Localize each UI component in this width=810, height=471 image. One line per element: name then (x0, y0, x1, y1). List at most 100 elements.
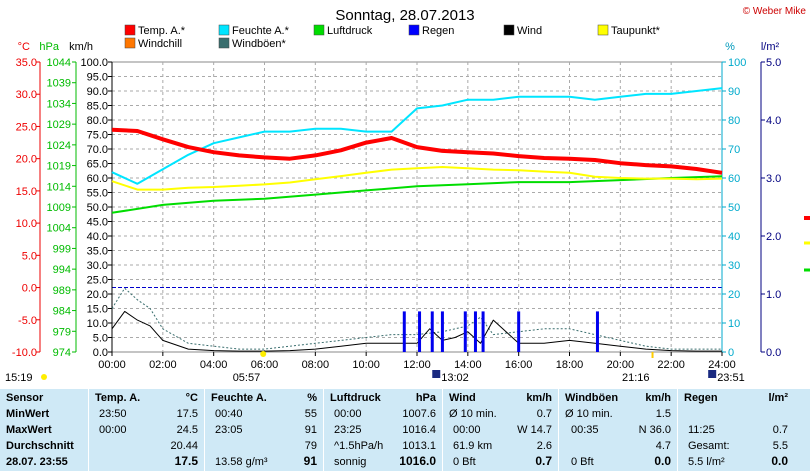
wind_kmh-tick-label: 85.0 (87, 101, 108, 113)
x-tick-label: 24:00 (708, 359, 736, 371)
humidity_pct-tick-label: 30 (728, 260, 740, 272)
gust-header: Windböen (565, 392, 619, 404)
temperature_c-tick-label: 15.0 (16, 186, 37, 198)
legend-label-1: Feuchte A.* (232, 25, 290, 37)
pressure-min-value: 1007.6 (402, 408, 436, 420)
temp-current-value: 17.5 (174, 454, 198, 468)
legend-label-2: Luftdruck (327, 25, 373, 37)
gust-avg-value: 4.7 (655, 440, 671, 452)
temp-unit: °C (185, 392, 198, 404)
rain_lm2-tick-label: 4.0 (766, 115, 781, 127)
sunset-time: 21:16 (622, 372, 650, 384)
legend-swatch-0 (124, 24, 136, 36)
humidity-min-value: 55 (304, 408, 317, 420)
gust-min-value: 1.5 (655, 408, 671, 420)
pressure_hpa-tick-label: 989 (53, 285, 71, 297)
pressure-unit: hPa (415, 392, 436, 404)
summary-table: Sensor MinWert MaxWert Durchschnitt 28.0… (0, 389, 810, 471)
temperature_c-tick-label: 30.0 (16, 89, 37, 101)
wind_kmh-tick-label: 0.0 (93, 347, 108, 359)
series-line-wind (111, 310, 722, 352)
humidity-min-time: 00:40 (215, 408, 243, 420)
pressure_hpa-tick-label: 1044 (47, 57, 71, 69)
rain-max-time: 11:25 (688, 424, 715, 436)
humidity-header: Feuchte A. (211, 392, 267, 404)
rain_lm2-tick-label: 3.0 (766, 173, 781, 185)
series-line-taupunkt (111, 166, 723, 191)
legend-swatch-4 (503, 24, 515, 36)
rain-bar (402, 311, 406, 352)
humidity-unit: % (307, 392, 317, 404)
wind_kmh-tick-label: 25.0 (87, 275, 108, 287)
legend-swatch-3 (408, 24, 420, 36)
wind_kmh-tick-label: 45.0 (87, 217, 108, 229)
row-label-current: 28.07. 23:55 (6, 456, 68, 468)
wind-max-time: 00:00 (453, 424, 481, 436)
legend-label-6: Windchill (138, 38, 182, 50)
pressure-current-value: 1016.0 (399, 454, 436, 468)
temperature_c-tick-label: 25.0 (16, 121, 37, 133)
kmh-unit-label: km/h (69, 41, 93, 53)
lm2-unit-label: l/m² (761, 41, 780, 53)
temp-min-time: 23:50 (99, 408, 127, 420)
gust-min-label: Ø 10 min. (565, 408, 613, 420)
wind_kmh-tick-label: 40.0 (87, 231, 108, 243)
humidity_pct-tick-label: 90 (728, 86, 740, 98)
wind-avg-value: 2.6 (536, 440, 552, 452)
pressure-column: Luftdruck hPa 00:00 1007.6 23:25 1016.4 … (324, 389, 443, 471)
legend-swatch-5 (597, 24, 609, 36)
rain-bar (595, 311, 599, 352)
rain-bar (473, 311, 477, 352)
abs-humidity: 13.58 g/m³ (215, 456, 268, 468)
time-marker-label: 13:02 (441, 372, 469, 384)
legend-swatch-2 (313, 24, 325, 36)
sensor-header: Sensor (6, 392, 44, 404)
x-tick-label: 16:00 (505, 359, 533, 371)
rain-sum: 5.5 l/m² (688, 456, 725, 468)
flag-icon (432, 370, 441, 378)
copyright-text: © Weber Mike (743, 6, 807, 17)
row-label-min: MinWert (6, 408, 50, 420)
gust-unit: km/h (645, 392, 671, 404)
pressure_hpa-tick-label: 1004 (47, 223, 71, 235)
wind-min-label: Ø 10 min. (449, 408, 497, 420)
pressure-avg-value: 1013.1 (402, 440, 436, 452)
x-tick-label: 02:00 (149, 359, 177, 371)
rain_lm2-tick-label: 5.0 (766, 57, 781, 69)
legend-swatch-1 (218, 24, 230, 36)
wind_kmh-tick-label: 60.0 (87, 173, 108, 185)
axes: 35.0 30.0 25.0 20.0 15.0 10.0 5.0 0.0 -5.0 -10.0 1… (12, 57, 781, 371)
temperature_c-tick-label: 0.0 (22, 283, 37, 295)
temperature_c-tick-label: -5.0 (18, 315, 37, 327)
legend: Temp. A.* Feuchte A.* Luftdruck Regen Wind Ta… (124, 24, 661, 50)
legend-label-7: Windböen* (232, 38, 287, 50)
sun-moon-markers: 15:19 05:57 21:16 13:02 23:51 (5, 216, 810, 384)
legend-label-5: Taupunkt* (611, 25, 661, 37)
x-tick-label: 00:00 (98, 359, 126, 371)
humidity-current-value: 91 (303, 454, 317, 468)
hpa-unit-label: hPa (39, 41, 59, 53)
rain-total-label: Gesamt: (688, 440, 730, 452)
temp-column: Temp. A. °C 23:50 17.5 00:00 24.5 20.44 … (89, 389, 205, 471)
wind_kmh-tick-label: 10.0 (87, 318, 108, 330)
humidity_pct-tick-label: 20 (728, 289, 740, 301)
forecast-text: sonnig (334, 456, 367, 468)
wind_kmh-tick-label: 90.0 (87, 86, 108, 98)
row-label-avg: Durchschnitt (6, 440, 74, 452)
row-label-max: MaxWert (6, 424, 52, 436)
pressure_hpa-tick-label: 974 (53, 347, 71, 359)
weather-chart: Sonntag, 28.07.2013 © Weber Mike Temp. A… (5, 6, 810, 384)
rain_lm2-tick-label: 1.0 (766, 289, 781, 301)
pressure-header: Luftdruck (330, 392, 381, 404)
temperature_c-tick-label: 35.0 (16, 57, 37, 69)
pressure-max-value: 1016.4 (402, 424, 436, 436)
wind_kmh-tick-label: 5.0 (93, 333, 108, 345)
pressure_hpa-tick-label: 1014 (47, 181, 71, 193)
humidity_pct-tick-label: 0 (728, 347, 734, 359)
x-tick-label: 06:00 (251, 359, 279, 371)
gust-max-time: 00:35 (571, 424, 599, 436)
wind_kmh-tick-label: 15.0 (87, 304, 108, 316)
rain-header: Regen (684, 392, 718, 404)
wind-header: Wind (449, 392, 476, 404)
humidity_pct-tick-label: 10 (728, 318, 740, 330)
